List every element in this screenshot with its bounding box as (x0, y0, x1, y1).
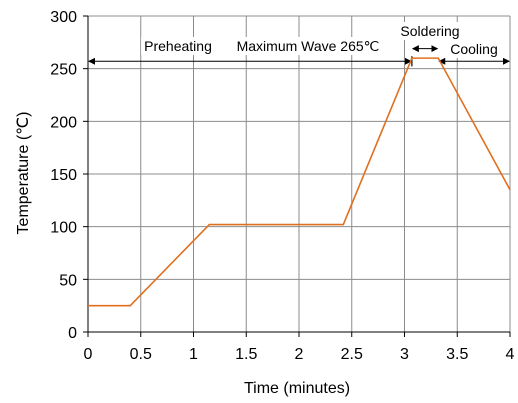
annotation-cooling: Cooling (450, 41, 497, 57)
axes (83, 15, 511, 337)
annot-maxwave-background (233, 37, 383, 55)
x-tick-label-1: 0.5 (130, 346, 152, 363)
x-tick-label-4: 2 (295, 346, 304, 363)
annot-preheating-background (141, 37, 215, 55)
x-tick-label-3: 1.5 (235, 346, 257, 363)
x-tick-label-7: 3.5 (446, 346, 468, 363)
y-tick-label-5: 250 (50, 62, 77, 79)
x-tick-label-5: 2.5 (341, 346, 363, 363)
y-axis-label: Temperature (℃) (15, 112, 32, 235)
y-tick-label-1: 50 (59, 272, 77, 289)
x-tick-label-2: 1 (189, 346, 198, 363)
series (88, 57, 511, 307)
y-tick-label-6: 300 (50, 9, 77, 26)
y-tick-label-3: 150 (50, 167, 77, 184)
annotation-maximum-wave: Maximum Wave 265℃ (237, 38, 380, 54)
x-tick-label-8: 4 (506, 346, 515, 363)
series-line-0 (88, 57, 511, 307)
annotation-soldering: Soldering (400, 23, 459, 39)
x-tick-label-6: 3 (400, 346, 409, 363)
annot-cooling-background (447, 40, 501, 58)
y-tick-label-4: 200 (50, 114, 77, 131)
annot-soldering-background (397, 22, 463, 40)
x-tick-label-0: 0 (84, 346, 93, 363)
x-axis-label: Time (minutes) (244, 380, 350, 397)
y-tick-label-0: 0 (68, 325, 77, 342)
annotation-preheating: Preheating (144, 38, 212, 54)
y-tick-label-2: 100 (50, 220, 77, 237)
grid (87, 15, 511, 333)
y-tick-labels: 0 50 100 150 200 250 300 (50, 9, 77, 342)
x-tick-labels: 0 0.5 1 1.5 2 2.5 3 3.5 4 (84, 346, 515, 363)
